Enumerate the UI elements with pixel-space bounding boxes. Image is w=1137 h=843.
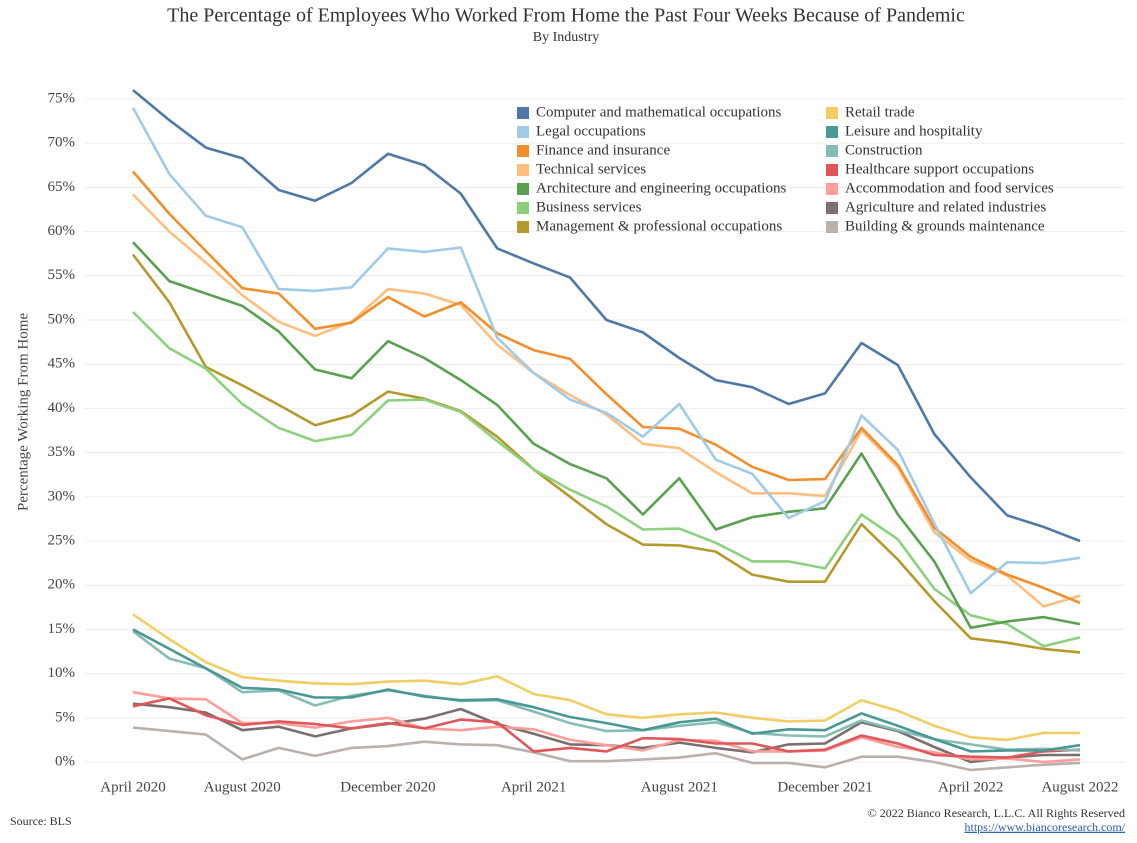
legend-label: Leisure and hospitality	[845, 123, 983, 139]
y-tick-label: 10%	[48, 665, 76, 681]
legend-swatch	[517, 221, 529, 233]
legend-label: Legal occupations	[536, 123, 646, 139]
legend-label: Accommodation and food services	[845, 180, 1054, 196]
y-tick-label: 65%	[48, 179, 76, 195]
series-line	[132, 697, 1081, 759]
legend-swatch	[826, 183, 838, 195]
series-line	[132, 726, 1081, 772]
legend-label: Healthcare support occupations	[845, 161, 1034, 177]
legend-label: Building & grounds maintenance	[845, 218, 1045, 234]
legend-swatch	[826, 145, 838, 157]
legend-swatch	[826, 221, 838, 233]
y-tick-label: 70%	[48, 135, 76, 151]
y-tick-label: 0%	[55, 753, 75, 769]
x-tick-label: December 2021	[777, 779, 872, 795]
x-tick-label: April 2020	[100, 779, 165, 795]
series-line	[132, 311, 1081, 648]
x-tick-label: April 2022	[938, 779, 1003, 795]
legend-swatch	[826, 126, 838, 138]
x-tick-label: August 2020	[204, 779, 281, 795]
y-tick-label: 30%	[48, 488, 76, 504]
legend-swatch	[826, 164, 838, 176]
series-line	[132, 628, 1081, 753]
y-tick-label: 35%	[48, 444, 76, 460]
website-link[interactable]: https://www.biancoresearch.com/	[964, 820, 1125, 834]
legend-label: Retail trade	[845, 104, 915, 120]
source-note: Source: BLS	[10, 814, 72, 828]
series-line	[132, 170, 1081, 605]
legend-swatch	[826, 202, 838, 214]
x-tick-label: April 2021	[501, 779, 566, 795]
legend-swatch	[517, 164, 529, 176]
y-tick-label: 50%	[48, 311, 76, 327]
y-tick-label: 20%	[48, 577, 76, 593]
legend-swatch	[517, 126, 529, 138]
series-line	[132, 89, 1081, 543]
y-tick-label: 15%	[48, 621, 76, 637]
copyright: © 2022 Bianco Research, L.L.C. All Right…	[868, 806, 1125, 820]
chart-title: The Percentage of Employees Who Worked F…	[167, 5, 965, 27]
legend-label: Architecture and engineering occupations	[536, 180, 786, 196]
series-line	[131, 253, 1081, 654]
series-line	[131, 107, 1081, 595]
series-line	[132, 630, 1081, 752]
legend-label: Agriculture and related industries	[845, 199, 1046, 215]
series-line	[132, 193, 1081, 608]
x-tick-label: December 2020	[340, 779, 435, 795]
legend-label: Technical services	[536, 161, 646, 177]
chart-subtitle: By Industry	[533, 30, 600, 45]
y-tick-label: 5%	[55, 709, 75, 725]
y-tick-label: 40%	[48, 400, 76, 416]
legend-label: Finance and insurance	[536, 142, 670, 158]
legend-label: Management & professional occupations	[536, 218, 782, 234]
legend-label: Business services	[536, 199, 642, 215]
legend-label: Computer and mathematical occupations	[536, 104, 782, 120]
legend-swatch	[826, 107, 838, 119]
y-tick-label: 45%	[48, 356, 76, 372]
series-line	[132, 613, 1080, 742]
series-line	[132, 241, 1081, 629]
legend-label: Construction	[845, 142, 923, 158]
x-tick-label: August 2022	[1041, 779, 1118, 795]
legend-swatch	[517, 202, 529, 214]
y-tick-label: 60%	[48, 223, 76, 239]
legend-swatch	[517, 145, 529, 157]
y-tick-label: 75%	[48, 90, 76, 106]
y-axis-label: Percentage Working From Home	[15, 313, 31, 511]
y-tick-label: 55%	[48, 267, 76, 283]
y-tick-label: 25%	[48, 532, 76, 548]
legend-swatch	[517, 183, 529, 195]
legend-swatch	[517, 107, 529, 119]
x-tick-label: August 2021	[641, 779, 718, 795]
